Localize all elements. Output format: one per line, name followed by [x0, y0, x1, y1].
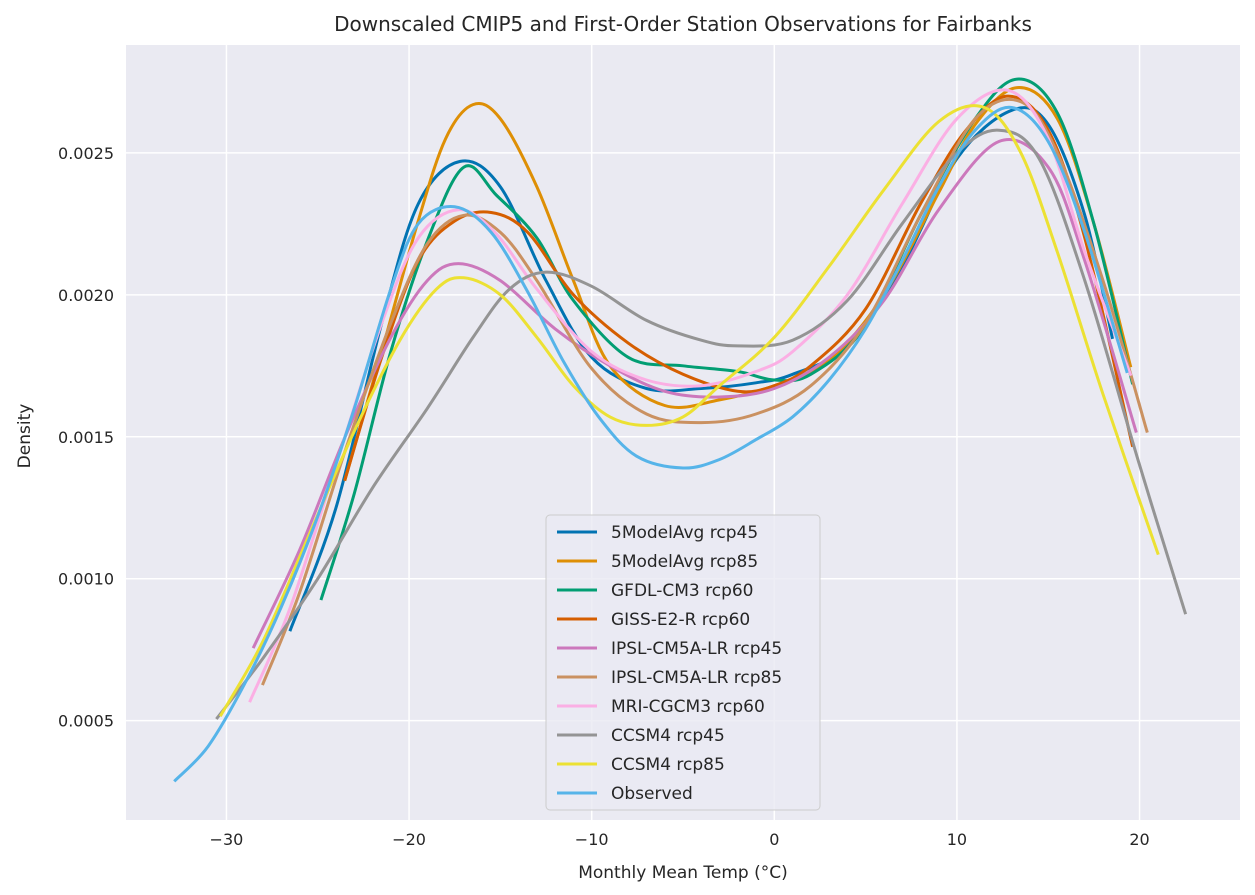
y-tick-label: 0.0005 [58, 712, 114, 731]
legend-label: CCSM4 rcp45 [611, 726, 725, 746]
x-tick-label: −20 [392, 830, 426, 849]
x-tick-label: −30 [210, 830, 244, 849]
legend-label: 5ModelAvg rcp85 [611, 552, 758, 572]
series-line-3 [319, 77, 1135, 601]
y-tick-label: 0.0025 [58, 144, 114, 163]
y-tick-label: 0.0010 [58, 570, 114, 589]
y-tick-label: 0.0015 [58, 428, 114, 447]
x-tick-label: 10 [947, 830, 967, 849]
x-tick-label: 20 [1129, 830, 1149, 849]
legend-label: IPSL-CM5A-LR rcp85 [611, 668, 782, 688]
legend-box [545, 514, 821, 811]
series-line-2 [343, 86, 1133, 482]
y-axis-label: Density [15, 404, 35, 469]
legend-label: CCSM4 rcp85 [611, 755, 725, 775]
legend-label: 5ModelAvg rcp45 [611, 523, 758, 543]
legend: 5ModelAvg rcp45 5ModelAvg rcp85 GFDL-CM3 r… [545, 514, 821, 811]
x-tick-labels: −30 −20 −10 0 10 20 [210, 830, 1150, 849]
series-line-9 [218, 104, 1160, 718]
legend-label: GFDL-CM3 rcp60 [611, 581, 754, 601]
series-line-8 [215, 128, 1188, 720]
chart-title: Downscaled CMIP5 and First-Order Station… [334, 12, 1032, 36]
series-line-10 [173, 105, 1129, 783]
series-line-6 [261, 97, 1149, 686]
x-axis-label: Monthly Mean Temp (°C) [578, 863, 788, 883]
y-tick-label: 0.0020 [58, 286, 114, 305]
y-tick-labels: 0.0005 0.0010 0.0015 0.0020 0.0025 [58, 144, 114, 731]
x-tick-label: 0 [769, 830, 779, 849]
legend-label: IPSL-CM5A-LR rcp45 [611, 639, 782, 659]
x-tick-label: −10 [575, 830, 609, 849]
legend-label: GISS-E2-R rcp60 [611, 610, 750, 630]
series-lines [173, 77, 1188, 783]
legend-label: Observed [611, 784, 693, 804]
legend-label: MRI-CGCM3 rcp60 [611, 697, 765, 717]
